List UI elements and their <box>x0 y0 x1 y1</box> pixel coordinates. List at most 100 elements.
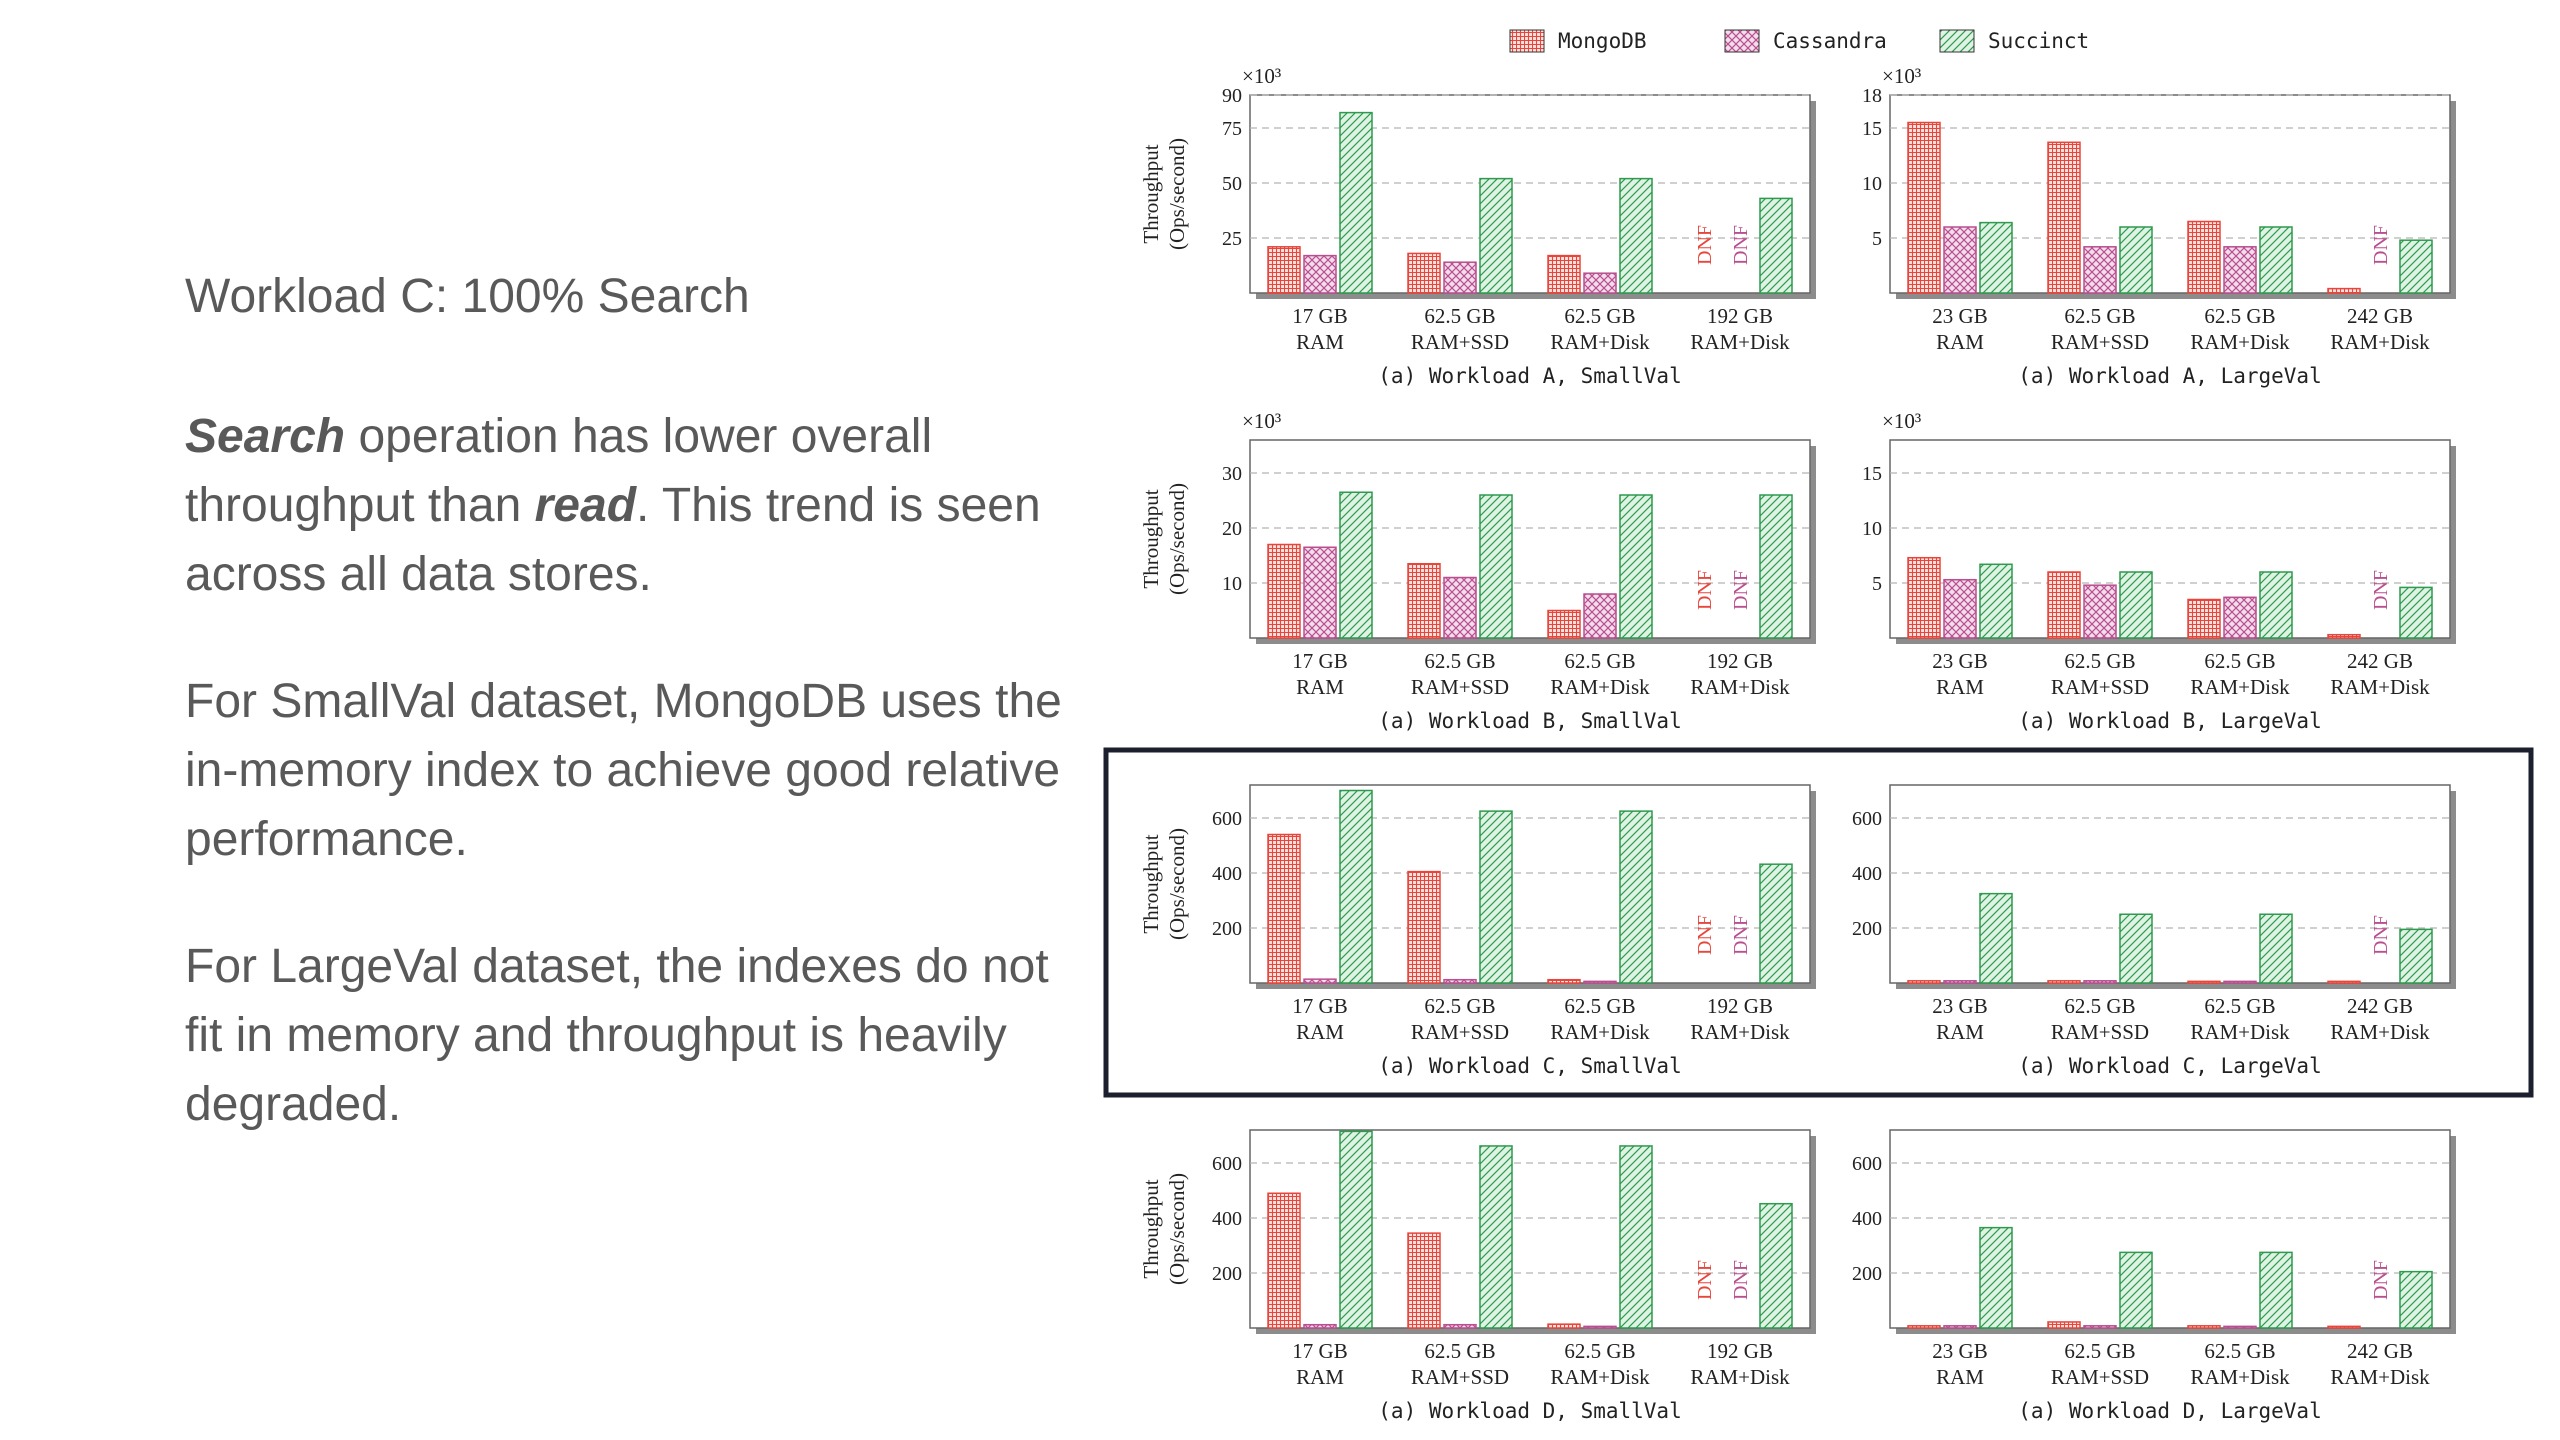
slide-text: Workload C: 100% Search Search operation… <box>185 268 1065 1197</box>
y-axis-label: Throughput <box>1139 489 1163 588</box>
bar-mongodb <box>1267 543 1301 639</box>
y-axis-label: Throughput <box>1139 834 1163 933</box>
x-tick-label-sub: RAM <box>1296 675 1344 699</box>
panel-title: (a) Workload C, SmallVal <box>1378 1054 1681 1078</box>
y-tick-label: 20 <box>1222 518 1242 540</box>
bar-succinct <box>1619 177 1653 294</box>
bar-succinct <box>1979 892 2013 984</box>
bar-mongodb <box>1407 1232 1441 1329</box>
y-scale-label: ×10³ <box>1882 64 1921 88</box>
x-tick-label-sub: RAM+Disk <box>2190 330 2290 354</box>
bar-mongodb <box>2187 980 2221 984</box>
bar-succinct <box>1479 1145 1513 1329</box>
bar-cassandra <box>1303 546 1337 639</box>
bar-cassandra <box>1443 261 1477 294</box>
x-tick-label-sub: RAM+Disk <box>1690 330 1790 354</box>
x-tick-label-sub: RAM <box>1936 1365 1984 1389</box>
legend-label-mongodb: MongoDB <box>1558 29 1647 53</box>
bar-mongodb <box>2187 220 2221 294</box>
x-tick-label-sub: RAM <box>1296 330 1344 354</box>
x-tick-label-sub: RAM+SSD <box>2051 675 2149 699</box>
bar-mongodb <box>2327 287 2361 294</box>
y-tick-label: 90 <box>1222 85 1242 107</box>
bar-succinct <box>1339 491 1373 639</box>
x-tick-label: 192 GB <box>1707 1339 1773 1363</box>
x-tick-label-sub: RAM <box>1936 1020 1984 1044</box>
bar-cassandra <box>1943 1325 1977 1329</box>
y-tick-label: 30 <box>1222 463 1242 485</box>
x-tick-label: 192 GB <box>1707 304 1773 328</box>
bar-succinct <box>1619 494 1653 639</box>
x-tick-label-sub: RAM+SSD <box>1411 1020 1509 1044</box>
legend-swatch-succinct <box>1939 29 1975 53</box>
bar-mongodb <box>2047 1321 2081 1329</box>
y-tick-label: 600 <box>1212 808 1242 830</box>
x-tick-label-sub: RAM+Disk <box>2330 675 2430 699</box>
x-tick-label: 23 GB <box>1932 994 1987 1018</box>
dnf-label-mongodb: DNF <box>1694 225 1716 265</box>
bar-mongodb <box>1407 252 1441 294</box>
bar-cassandra <box>1583 980 1617 984</box>
dnf-label-mongodb: DNF <box>1694 915 1716 955</box>
bar-succinct <box>2399 586 2433 639</box>
para1-text-a: operation has lower overall throughput t… <box>185 409 933 532</box>
y-axis-label-unit: (Ops/second) <box>1165 1173 1189 1285</box>
x-tick-label: 62.5 GB <box>2064 994 2135 1018</box>
x-tick-label-sub: RAM+Disk <box>1690 1365 1790 1389</box>
bar-cassandra <box>1303 254 1337 294</box>
bar-cassandra <box>2083 584 2117 639</box>
bar-succinct <box>2259 1251 2293 1329</box>
x-tick-label: 62.5 GB <box>2064 649 2135 673</box>
y-tick-label: 600 <box>1212 1153 1242 1175</box>
legend-label-cassandra: Cassandra <box>1773 29 1887 53</box>
bar-cassandra <box>1583 593 1617 639</box>
bar-cassandra <box>1583 1325 1617 1329</box>
bar-succinct <box>1339 789 1373 984</box>
bar-mongodb <box>1547 609 1581 639</box>
x-tick-label: 23 GB <box>1932 1339 1987 1363</box>
bar-cassandra <box>2223 246 2257 294</box>
x-tick-label-sub: RAM+Disk <box>2330 1365 2430 1389</box>
bar-cassandra <box>1303 978 1337 984</box>
x-tick-label: 62.5 GB <box>1424 304 1495 328</box>
x-tick-label-sub: RAM+Disk <box>2190 1020 2290 1044</box>
x-tick-label: 62.5 GB <box>1564 1339 1635 1363</box>
x-tick-label: 62.5 GB <box>1564 994 1635 1018</box>
x-tick-label: 62.5 GB <box>2204 304 2275 328</box>
x-tick-label-sub: RAM+SSD <box>1411 330 1509 354</box>
x-tick-label-sub: RAM+SSD <box>2051 1020 2149 1044</box>
x-tick-label-sub: RAM <box>1296 1365 1344 1389</box>
panel-title: (a) Workload D, SmallVal <box>1378 1399 1681 1423</box>
y-tick-label: 50 <box>1222 173 1242 195</box>
y-tick-label: 5 <box>1872 228 1882 250</box>
smallval-paragraph: For SmallVal dataset, MongoDB uses the i… <box>185 674 1062 866</box>
x-tick-label: 242 GB <box>2347 304 2413 328</box>
x-tick-label-sub: RAM+Disk <box>1550 675 1650 699</box>
x-tick-label-sub: RAM+Disk <box>1690 675 1790 699</box>
bar-mongodb <box>1547 978 1581 984</box>
bar-cassandra <box>1443 1323 1477 1329</box>
dnf-label-cassandra: DNF <box>1730 1260 1752 1300</box>
bar-succinct <box>2399 928 2433 984</box>
y-tick-label: 400 <box>1212 863 1242 885</box>
y-scale-label: ×10³ <box>1242 64 1281 88</box>
bar-cassandra <box>1443 576 1477 639</box>
bar-succinct <box>1979 563 2013 639</box>
y-tick-label: 200 <box>1852 918 1882 940</box>
bar-cassandra <box>1303 1323 1337 1329</box>
y-axis-label: Throughput <box>1139 1179 1163 1278</box>
y-scale-label: ×10³ <box>1882 409 1921 433</box>
dnf-label-cassandra: DNF <box>2370 915 2392 955</box>
para1-text-b: . This trend is seen across all data sto… <box>185 478 1041 601</box>
x-tick-label-sub: RAM+Disk <box>1550 330 1650 354</box>
bar-mongodb <box>2327 633 2361 639</box>
y-tick-label: 75 <box>1222 118 1242 140</box>
bar-cassandra <box>2083 980 2117 984</box>
y-tick-label: 25 <box>1222 228 1242 250</box>
dnf-label-cassandra: DNF <box>2370 570 2392 610</box>
